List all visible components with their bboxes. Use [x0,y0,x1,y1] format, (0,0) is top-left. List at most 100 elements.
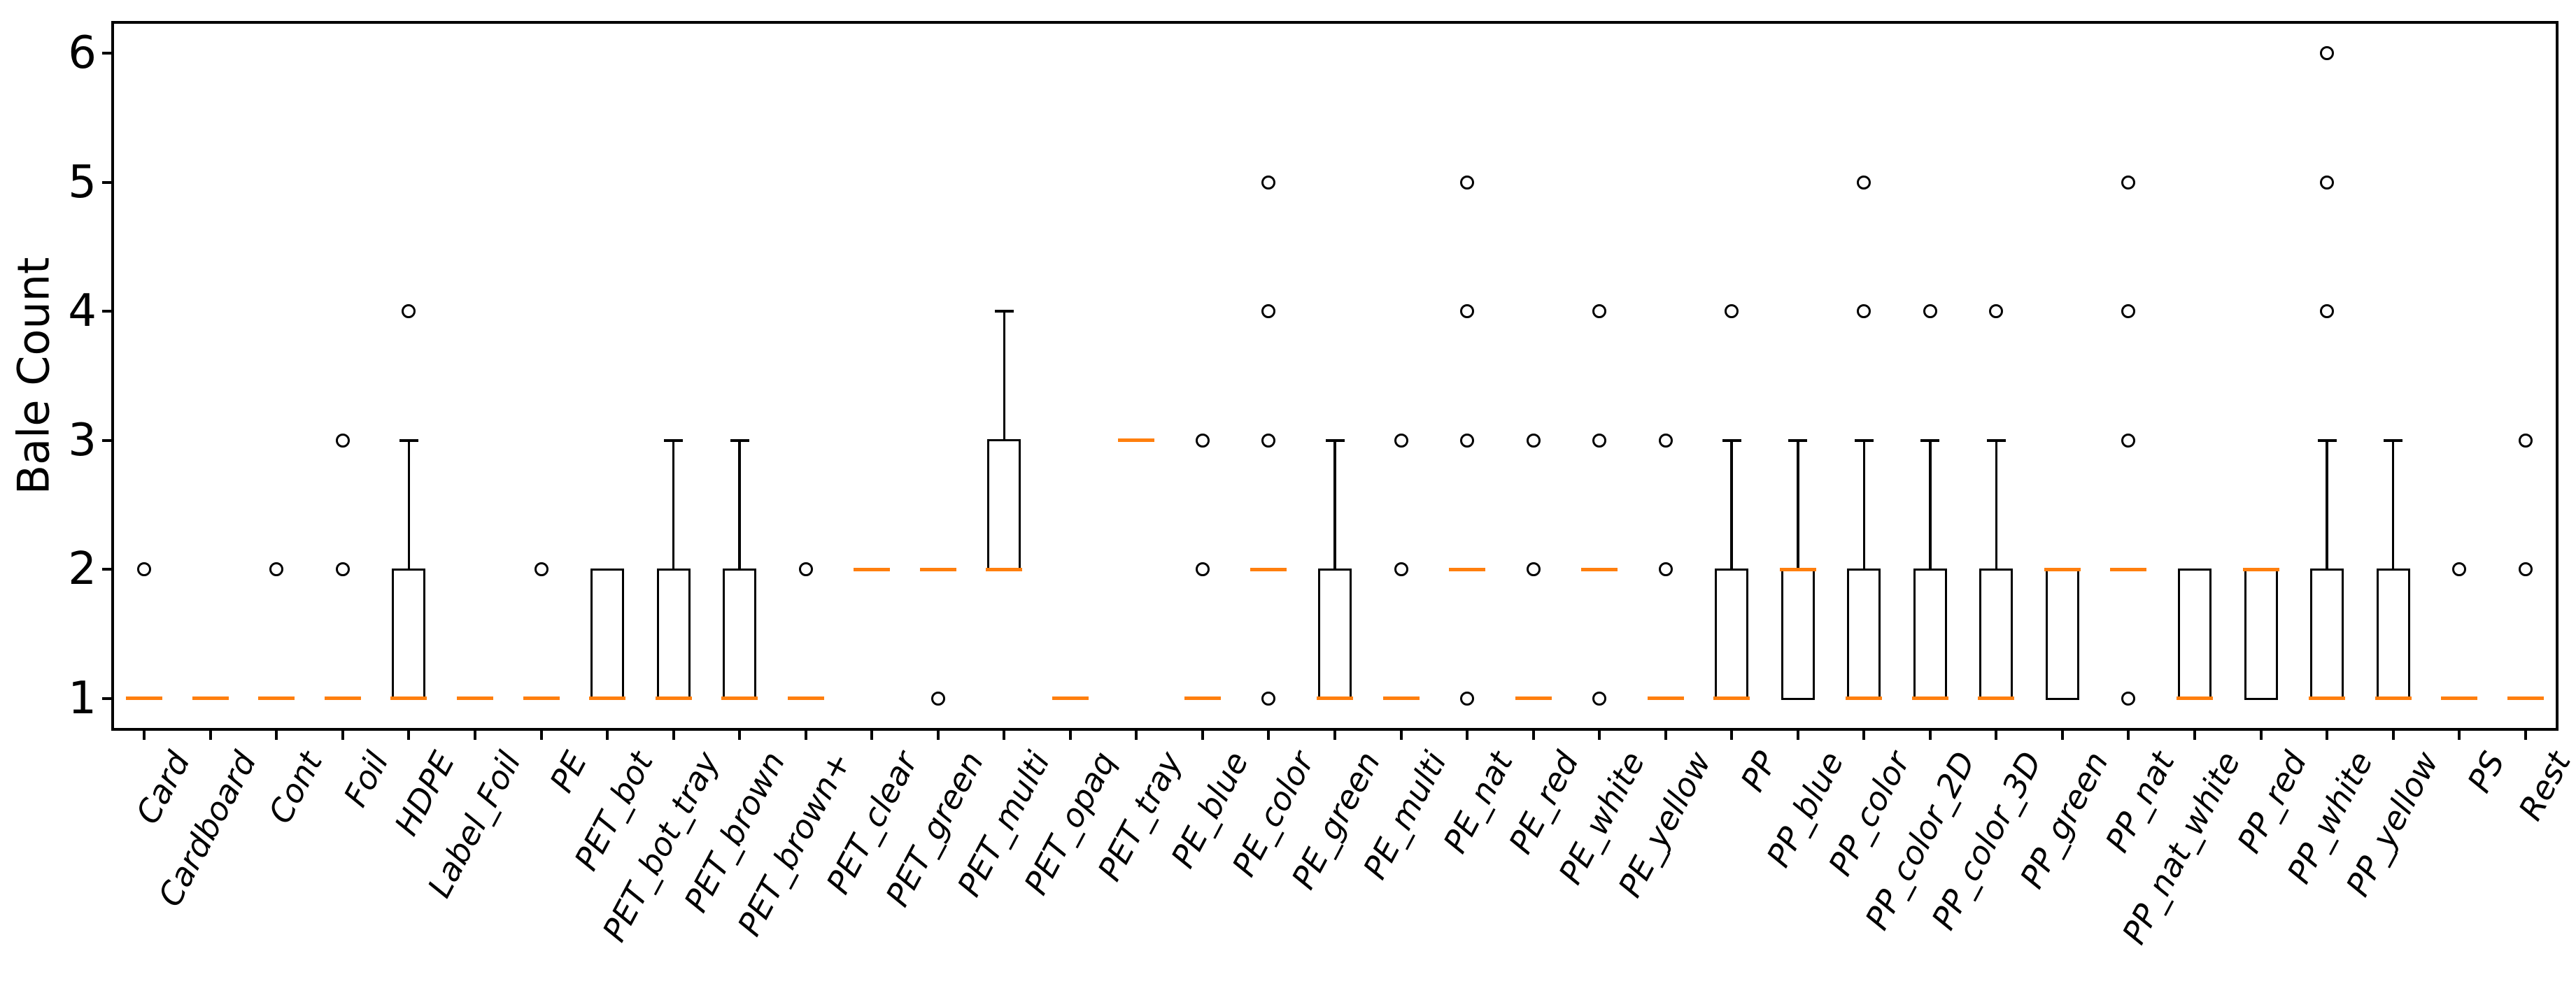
outlier-point [1592,691,1607,706]
outlier-point [2121,304,2136,319]
outlier-point [1394,562,1408,577]
x-tick-mark [539,731,543,740]
median-line [986,567,1023,571]
whisker [1862,440,1866,570]
median-line [523,696,560,701]
x-tick-mark [143,731,146,740]
median-line [1317,696,1353,701]
outlier-point [2518,433,2533,448]
whisker-cap [1986,439,2006,442]
whisker [1995,440,1998,570]
x-tick-label: Rest [2511,745,2576,827]
box [1318,568,1352,700]
box [987,439,1021,571]
outlier-point [798,562,813,577]
outlier-point [534,562,549,577]
median-line [1449,567,1486,571]
y-tick-mark [102,310,111,313]
outlier-point [1460,433,1475,448]
outlier-point [1857,304,1871,319]
whisker-cap [399,439,418,442]
x-tick-mark [2259,731,2263,740]
x-tick-mark [2391,731,2395,740]
median-line [1515,696,1552,701]
x-tick-mark [1135,731,1138,740]
outlier-point [2518,562,2533,577]
y-tick-mark [102,180,111,184]
outlier-point [1526,433,1541,448]
x-tick-mark [208,731,212,740]
x-tick-mark [341,731,344,740]
whisker [1797,440,1799,570]
x-tick-mark [1664,731,1667,740]
x-tick-label: Foil [336,745,396,813]
median-line [1911,696,1948,701]
whisker [672,440,675,570]
x-tick-label: PP [1733,745,1785,798]
outlier-point [1195,433,1210,448]
median-line [456,696,493,701]
y-tick-mark [102,696,111,700]
box [656,568,691,700]
box [2376,568,2410,700]
x-tick-mark [275,731,278,740]
box [2178,568,2212,700]
whisker-cap [1722,439,1741,442]
median-line [2375,696,2412,701]
outlier-point [1261,304,1276,319]
box [392,568,426,700]
y-tick-label: 4 [68,285,97,338]
median-line [854,567,891,571]
outlier-point [1989,304,2004,319]
x-tick-mark [2326,731,2329,740]
median-line [192,696,229,701]
median-line [655,696,692,701]
median-line [324,696,361,701]
x-tick-mark [1598,731,1601,740]
whisker [1929,440,1932,570]
x-tick-mark [1267,731,1271,740]
whisker-cap [1788,439,1808,442]
x-tick-mark [606,731,609,740]
outlier-point [2320,175,2335,190]
outlier-point [137,562,152,577]
outlier-point [1460,175,1475,190]
x-tick-mark [2127,731,2130,740]
outlier-point [1857,175,1871,190]
median-line [1118,438,1155,443]
x-tick-mark [1399,731,1403,740]
x-tick-mark [2193,731,2197,740]
x-tick-mark [1928,731,1932,740]
whisker [1730,440,1733,570]
outlier-point [1592,304,1607,319]
median-line [2242,567,2279,571]
y-tick-label: 3 [68,414,97,466]
outlier-point [1526,562,1541,577]
box [723,568,757,700]
x-tick-mark [1531,731,1535,740]
whisker-cap [2317,439,2337,442]
x-tick-mark [1995,731,1998,740]
x-tick-mark [2524,731,2527,740]
whisker-cap [1325,439,1345,442]
box [1847,568,1881,700]
outlier-point [1658,562,1673,577]
outlier-point [1261,691,1276,706]
median-line [1713,696,1750,701]
median-line [721,696,758,701]
median-line [1581,567,1618,571]
outlier-point [269,562,284,577]
outlier-point [335,433,350,448]
outlier-point [2452,562,2467,577]
median-line [1052,696,1089,701]
whisker-cap [664,439,684,442]
median-line [1382,696,1420,701]
outlier-point [930,691,945,706]
box [590,568,625,700]
median-line [1846,696,1883,701]
y-tick-mark [102,568,111,571]
x-tick-label: Card [128,745,197,831]
median-line [390,696,427,701]
